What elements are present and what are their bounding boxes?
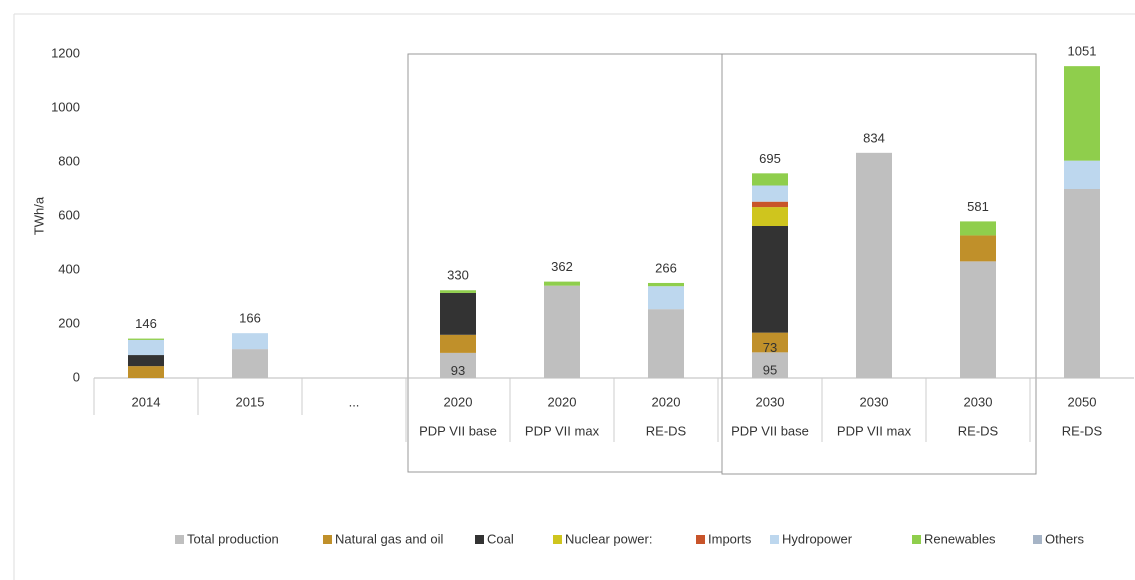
bar-segment <box>232 349 268 378</box>
value-label: 95 <box>763 363 777 378</box>
y-tick-label: 0 <box>73 369 80 384</box>
y-tick-label: 600 <box>58 207 80 222</box>
group-box <box>721 53 1037 475</box>
bar-segment <box>440 352 476 378</box>
bar-segment <box>128 355 164 367</box>
bar-segment <box>544 285 580 378</box>
bar-segment <box>752 173 788 186</box>
legend-label: Others <box>1045 531 1085 546</box>
x-tick-label: 2030 <box>964 394 993 409</box>
x-tick-label: 2030 <box>756 394 785 409</box>
bar-segment <box>128 339 164 356</box>
bar-segment <box>440 290 476 293</box>
total-label: 695 <box>759 151 781 166</box>
legend-swatch <box>175 535 184 544</box>
bar-segment <box>752 332 788 353</box>
x-tick-label: 2030 <box>860 394 889 409</box>
total-label: 146 <box>135 316 157 331</box>
bar-segment <box>856 152 892 378</box>
x-tick-label: 2020 <box>548 394 577 409</box>
y-tick-label: 1200 <box>51 45 80 60</box>
legend-label: Hydropower <box>782 531 853 546</box>
bar-segment <box>648 309 684 378</box>
total-label: 362 <box>551 259 573 274</box>
legend-swatch <box>323 535 332 544</box>
legend-swatch <box>553 535 562 544</box>
bar-segment <box>960 235 996 262</box>
bar-segment <box>752 352 788 378</box>
bar-segment <box>1064 66 1100 161</box>
bar-segment <box>648 286 684 310</box>
legend-label: Total production <box>187 531 279 546</box>
y-tick-label: 800 <box>58 153 80 168</box>
y-axis-title: TWh/a <box>31 196 46 235</box>
bar-segment <box>752 201 788 208</box>
legend-label: Renewables <box>924 531 996 546</box>
y-tick-label: 400 <box>58 261 80 276</box>
value-label: 93 <box>451 363 465 378</box>
bar-segment <box>1064 160 1100 189</box>
y-tick-label: 1000 <box>51 99 80 114</box>
x-tick-label: 2015 <box>236 394 265 409</box>
x-tick-label: 2014 <box>132 394 161 409</box>
x-tick-sublabel: RE-DS <box>1062 423 1103 438</box>
x-tick-label: 2020 <box>652 394 681 409</box>
bar-segment <box>128 366 164 378</box>
total-label: 166 <box>239 311 261 326</box>
bar-segment <box>960 261 996 378</box>
legend-label: Natural gas and oil <box>335 531 444 546</box>
legend-label: Imports <box>708 531 752 546</box>
bar-segment <box>752 185 788 202</box>
bar-segment <box>440 334 476 353</box>
bar-segment <box>544 281 580 286</box>
x-tick-label: 2050 <box>1068 394 1097 409</box>
x-tick-sublabel: PDP VII max <box>837 423 912 438</box>
x-tick-label: 2020 <box>444 394 473 409</box>
x-tick-sublabel: PDP VII max <box>525 423 600 438</box>
total-label: 834 <box>863 130 885 145</box>
bar-segment <box>648 282 684 287</box>
bar-segment <box>128 338 164 340</box>
legend-label: Nuclear power: <box>565 531 652 546</box>
bar-segment <box>752 225 788 333</box>
legend-label: Coal <box>487 531 514 546</box>
total-label: 330 <box>447 268 469 283</box>
x-tick-sublabel: PDP VII base <box>419 423 497 438</box>
legend-swatch <box>1033 535 1042 544</box>
x-tick-sublabel: RE-DS <box>646 423 687 438</box>
bar-segment <box>960 221 996 236</box>
total-label: 266 <box>655 260 677 275</box>
legend-swatch <box>696 535 705 544</box>
bar-segment <box>232 333 268 350</box>
y-tick-label: 200 <box>58 315 80 330</box>
total-label: 1051 <box>1068 44 1097 59</box>
total-label: 581 <box>967 199 989 214</box>
value-label: 73 <box>763 340 777 355</box>
x-tick-sublabel: PDP VII base <box>731 423 809 438</box>
bar-segment <box>1064 189 1100 378</box>
bar-segment <box>752 207 788 226</box>
x-tick-sublabel: RE-DS <box>958 423 999 438</box>
bar-segment <box>440 292 476 335</box>
legend-swatch <box>912 535 921 544</box>
x-tick-label: ... <box>349 394 360 409</box>
legend-swatch <box>770 535 779 544</box>
legend-swatch <box>475 535 484 544</box>
